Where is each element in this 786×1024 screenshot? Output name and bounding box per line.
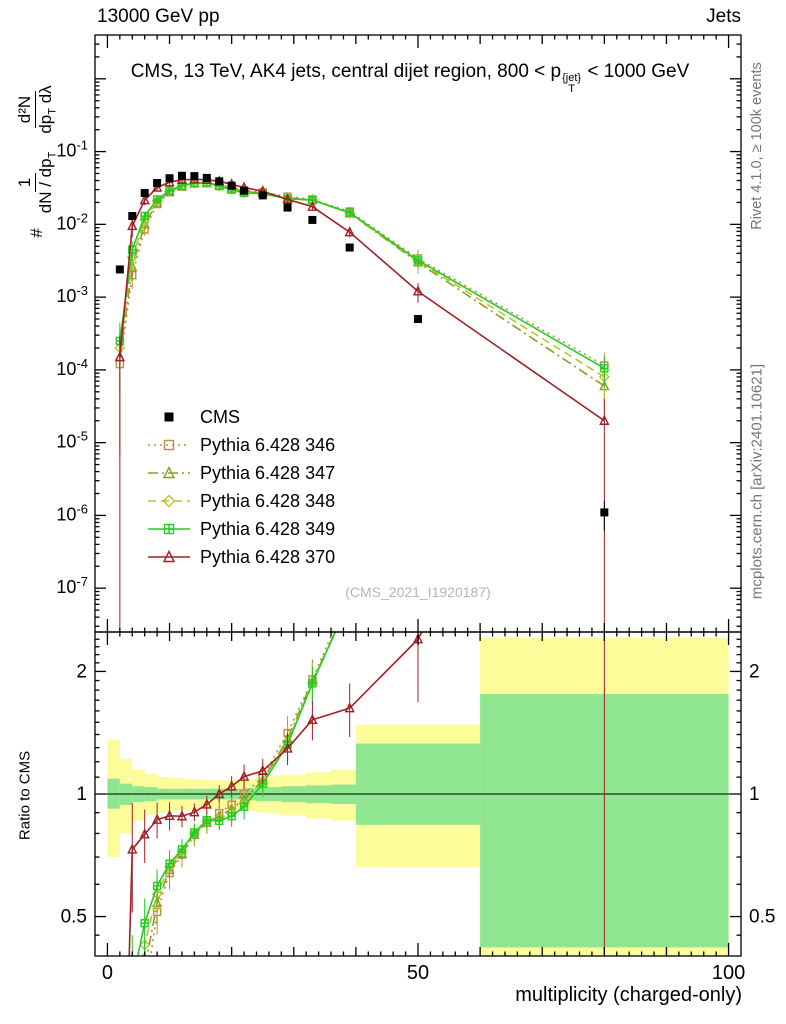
legend-item-5: Pythia 6.428 370: [146, 543, 335, 571]
legend-label-2: Pythia 6.428 347: [200, 462, 336, 483]
frac1-numerator: 1: [15, 172, 36, 193]
ratio-series-5: [127, 632, 605, 956]
analysis-id-watermark: (CMS_2021_I1920187): [345, 584, 491, 600]
plot-title: CMS, 13 TeV, AK4 jets, central dijet reg…: [70, 61, 750, 95]
legend-item-0: CMS: [146, 403, 335, 431]
legend-item-3: Pythia 6.428 348: [146, 487, 335, 515]
legend-marker-icon-2: [148, 465, 190, 479]
svg-text:10-6: 10-6: [56, 501, 88, 524]
frac1-denominator: dN / dpT: [35, 151, 59, 214]
ratio-series-4: [131, 632, 336, 956]
legend-marker-icon-0: [164, 412, 174, 422]
svg-text:10-7: 10-7: [56, 574, 88, 597]
pt-subscript: T: [568, 83, 575, 95]
svg-text:1: 1: [76, 784, 87, 805]
legend: CMS Pythia 6.428 346 Pythia 6.428 347 Pythi…: [146, 403, 335, 571]
legend-label-5: Pythia 6.428 370: [200, 546, 336, 567]
plot-title-text: CMS, 13 TeV, AK4 jets, central dijet reg…: [130, 61, 562, 82]
pt-jet-superscript-stack: {jet} T: [562, 73, 581, 95]
tick-labels: 10-1 10-2 10-3 10-4 10-5 10-6 10-7 0.5 0.5 1 1 2 2 0 5…: [56, 138, 775, 984]
svg-text:100: 100: [712, 962, 745, 984]
svg-text:10-4: 10-4: [56, 356, 88, 379]
svg-text:10-3: 10-3: [56, 283, 88, 306]
legend-item-2: Pythia 6.428 347: [146, 459, 335, 487]
svg-text:2: 2: [749, 661, 760, 682]
main-series-4: [115, 178, 609, 392]
y-axis-label-hash: #: [27, 228, 46, 238]
legend-marker-icon-5: [148, 549, 190, 563]
x-axis-label: multiplicity (charged-only): [515, 984, 742, 1006]
svg-text:2: 2: [76, 661, 87, 682]
svg-text:10-1: 10-1: [56, 138, 88, 161]
svg-text:0.5: 0.5: [61, 907, 87, 928]
legend-marker-icon-4: [148, 523, 190, 535]
legend-label-3: Pythia 6.428 348: [200, 490, 336, 511]
svg-text:10-5: 10-5: [56, 429, 88, 452]
process-label: Jets: [706, 6, 741, 27]
legend-marker-icon-1: [148, 439, 190, 451]
y-axis-label-frac2: d²N dpT dλ: [15, 82, 59, 136]
pt-superscript: {jet}: [562, 72, 582, 84]
legend-item-4: Pythia 6.428 349: [146, 515, 335, 543]
legend-label-4: Pythia 6.428 349: [200, 518, 336, 539]
svg-text:0.5: 0.5: [749, 907, 775, 928]
beam-energy-label: 13000 GeV pp: [97, 6, 220, 27]
svg-text:1: 1: [749, 784, 760, 805]
frac2-numerator: d²N: [15, 90, 36, 129]
y-axis-label: # 1 dN / dpT d²N dpT dλ: [5, 35, 69, 285]
svg-text:0: 0: [102, 962, 113, 984]
rivet-version-label: Rivet 4.1.0, ≥ 100k events: [749, 62, 765, 230]
main-series-0: [115, 171, 609, 532]
legend-label-0: CMS: [200, 406, 240, 427]
ratio-axis-label: Ratio to CMS: [16, 750, 34, 841]
legend-marker-icon-3: [148, 494, 190, 508]
legend-item-1: Pythia 6.428 346: [146, 431, 335, 459]
mcplots-citation-label: mcplots.cern.ch [arXiv:2401.10621]: [748, 363, 766, 600]
legend-label-1: Pythia 6.428 346: [200, 434, 336, 455]
frac2-denominator: dpT dλ: [35, 85, 59, 134]
plot-title-text-end: < 1000 GeV: [582, 61, 690, 82]
svg-text:50: 50: [407, 962, 429, 984]
axes-frames-and-ticks: [94, 34, 742, 957]
svg-text:10-2: 10-2: [56, 210, 88, 233]
y-axis-label-frac1: 1 dN / dpT: [15, 149, 59, 217]
